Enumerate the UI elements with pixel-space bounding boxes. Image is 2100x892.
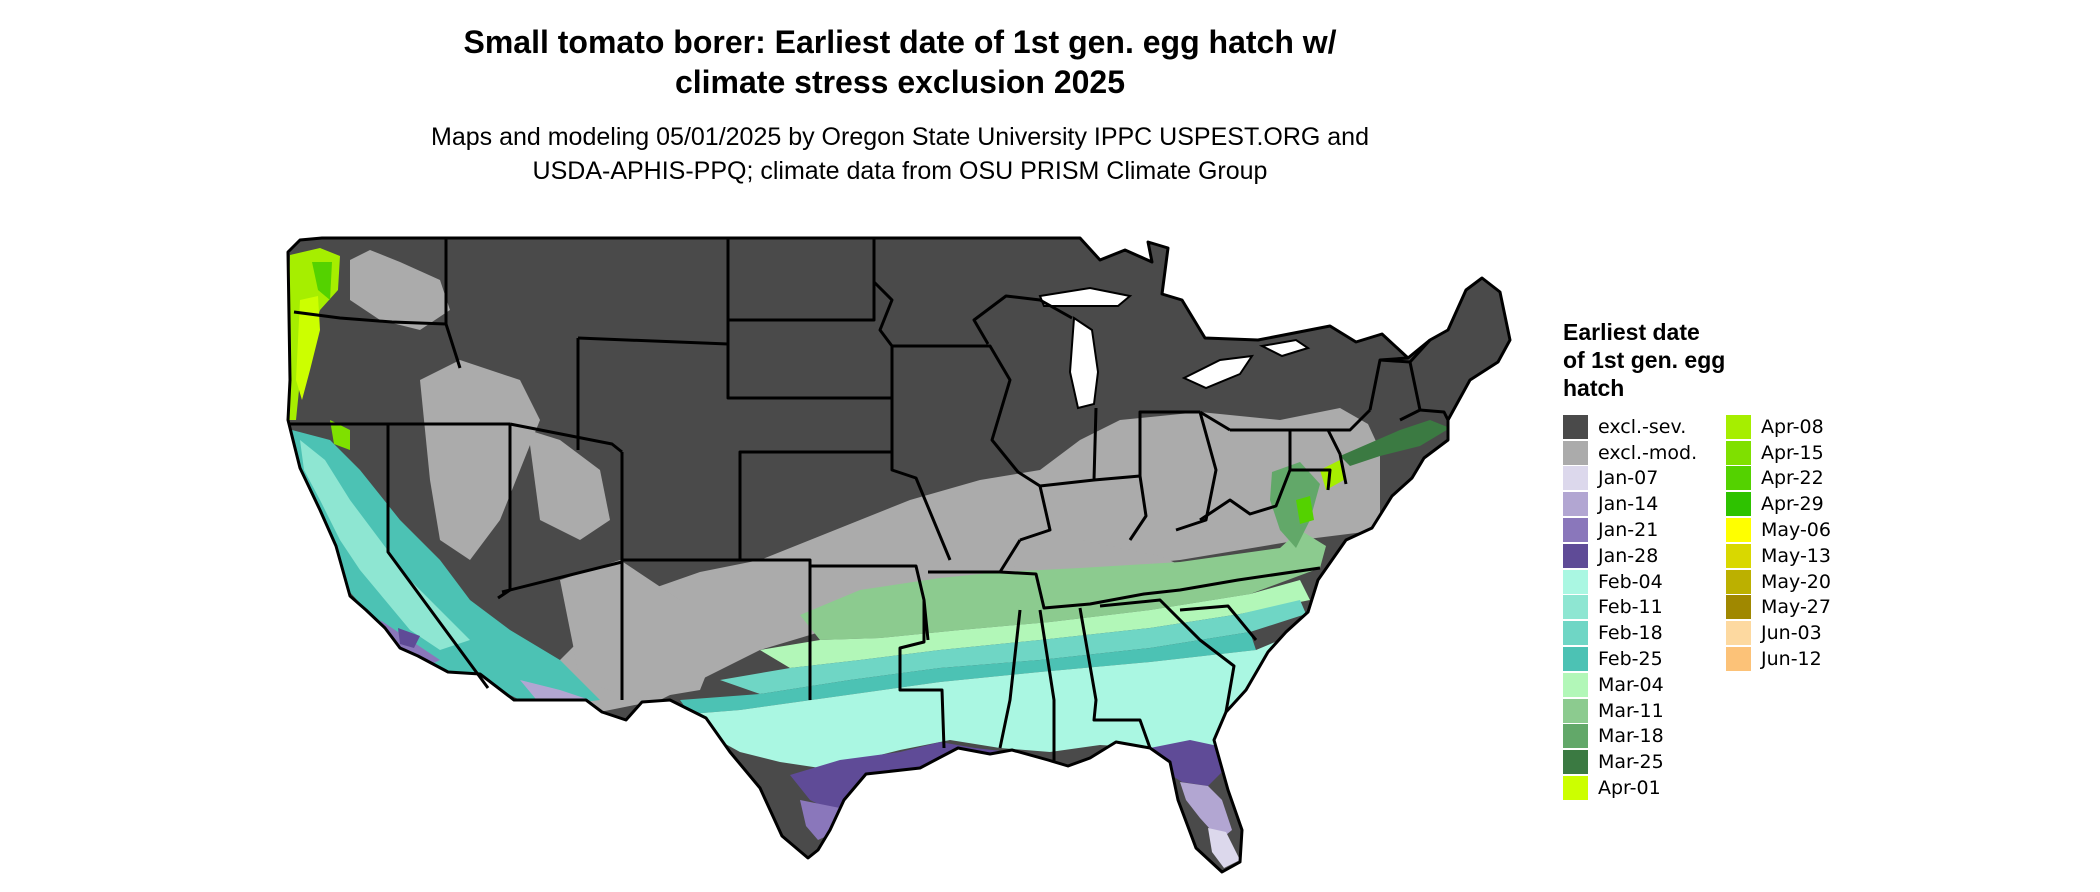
legend-swatch bbox=[1726, 621, 1751, 646]
legend-swatch bbox=[1726, 569, 1751, 594]
legend-label: Jan-14 bbox=[1598, 493, 1659, 516]
legend-item: Apr-29 bbox=[1726, 491, 1831, 517]
state-boundaries bbox=[286, 236, 1512, 874]
legend-label: Apr-01 bbox=[1598, 777, 1661, 800]
legend-item: Apr-08 bbox=[1726, 414, 1831, 440]
legend-swatch bbox=[1726, 466, 1751, 491]
legend-label: Jan-28 bbox=[1598, 544, 1659, 567]
legend-label: Feb-25 bbox=[1598, 648, 1663, 671]
legend-swatch bbox=[1726, 492, 1751, 517]
map-title-line-2: climate stress exclusion 2025 bbox=[674, 64, 1126, 100]
legend-label: Feb-04 bbox=[1598, 570, 1663, 593]
legend-label: excl.-mod. bbox=[1598, 441, 1698, 464]
legend: Earliest date of 1st gen. egg hatch excl… bbox=[1563, 318, 1831, 801]
legend-swatch bbox=[1563, 672, 1588, 697]
legend-column-2: Apr-08 Apr-15 Apr-22 Apr-29 May-06 May-13 May-… bbox=[1726, 414, 1831, 672]
legend-item: excl.-mod. bbox=[1563, 440, 1697, 466]
legend-label: Jun-03 bbox=[1761, 622, 1822, 645]
legend-title-line-2: of 1st gen. egg bbox=[1563, 347, 1726, 373]
legend-swatch bbox=[1563, 750, 1588, 775]
legend-item: May-06 bbox=[1726, 517, 1831, 543]
legend-item: Jan-14 bbox=[1563, 491, 1697, 517]
legend-item: Feb-04 bbox=[1563, 569, 1697, 595]
legend-item: Mar-11 bbox=[1563, 698, 1697, 724]
legend-item: May-27 bbox=[1726, 595, 1831, 621]
legend-label: excl.-sev. bbox=[1598, 415, 1687, 438]
legend-label: May-06 bbox=[1761, 519, 1831, 542]
legend-swatch bbox=[1726, 440, 1751, 465]
legend-swatch bbox=[1563, 621, 1588, 646]
map-subtitle-line-1: Maps and modeling 05/01/2025 by Oregon S… bbox=[431, 123, 1369, 151]
legend-swatch bbox=[1563, 440, 1588, 465]
legend-item: Mar-25 bbox=[1563, 749, 1697, 775]
legend-label: May-20 bbox=[1761, 570, 1831, 593]
legend-swatch bbox=[1563, 492, 1588, 517]
legend-swatch bbox=[1563, 414, 1588, 439]
legend-swatch bbox=[1563, 595, 1588, 620]
legend-item: Apr-15 bbox=[1726, 440, 1831, 466]
legend-swatch bbox=[1726, 543, 1751, 568]
great-lakes bbox=[1038, 286, 1311, 410]
legend-title-line-3: hatch bbox=[1563, 375, 1625, 401]
legend-swatch bbox=[1563, 518, 1588, 543]
legend-label: May-27 bbox=[1761, 596, 1831, 619]
legend-label: Apr-22 bbox=[1761, 467, 1824, 490]
legend-item: Apr-01 bbox=[1563, 775, 1697, 801]
legend-label: May-13 bbox=[1761, 544, 1831, 567]
legend-label: Feb-18 bbox=[1598, 622, 1663, 645]
legend-item: Apr-22 bbox=[1726, 466, 1831, 492]
legend-swatch bbox=[1726, 647, 1751, 672]
map-subtitle: Maps and modeling 05/01/2025 by Oregon S… bbox=[0, 120, 1800, 188]
legend-item: May-13 bbox=[1726, 543, 1831, 569]
legend-swatch bbox=[1563, 466, 1588, 491]
legend-title-line-1: Earliest date bbox=[1563, 319, 1700, 345]
map-title: Small tomato borer: Earliest date of 1st… bbox=[0, 22, 1800, 102]
legend-swatch bbox=[1726, 414, 1751, 439]
legend-item: May-20 bbox=[1726, 569, 1831, 595]
legend-swatch bbox=[1563, 569, 1588, 594]
legend-swatch bbox=[1563, 647, 1588, 672]
legend-label: Mar-18 bbox=[1598, 725, 1664, 748]
legend-label: Mar-11 bbox=[1598, 699, 1664, 722]
map-zones bbox=[288, 238, 1510, 872]
legend-item: excl.-sev. bbox=[1563, 414, 1697, 440]
legend-swatch bbox=[1726, 518, 1751, 543]
legend-label: Apr-29 bbox=[1761, 493, 1824, 516]
legend-swatch bbox=[1563, 543, 1588, 568]
legend-label: Mar-04 bbox=[1598, 673, 1664, 696]
legend-swatch bbox=[1563, 724, 1588, 749]
legend-label: Mar-25 bbox=[1598, 751, 1664, 774]
legend-label: Feb-11 bbox=[1598, 596, 1663, 619]
legend-swatch bbox=[1563, 698, 1588, 723]
map-subtitle-line-2: USDA-APHIS-PPQ; climate data from OSU PR… bbox=[532, 157, 1268, 185]
title-block: Small tomato borer: Earliest date of 1st… bbox=[0, 22, 1800, 188]
legend-label: Apr-15 bbox=[1761, 441, 1824, 464]
legend-item: Jan-07 bbox=[1563, 466, 1697, 492]
legend-item: Jan-21 bbox=[1563, 517, 1697, 543]
legend-item: Jun-03 bbox=[1726, 620, 1831, 646]
map-title-line-1: Small tomato borer: Earliest date of 1st… bbox=[463, 24, 1337, 60]
legend-label: Jan-21 bbox=[1598, 519, 1659, 542]
legend-item: Feb-25 bbox=[1563, 646, 1697, 672]
legend-column-1: excl.-sev. excl.-mod. Jan-07 Jan-14 Jan-21 Ja… bbox=[1563, 414, 1697, 801]
legend-label: Jun-12 bbox=[1761, 648, 1822, 671]
legend-item: Jan-28 bbox=[1563, 543, 1697, 569]
legend-item: Mar-04 bbox=[1563, 672, 1697, 698]
legend-item: Jun-12 bbox=[1726, 646, 1831, 672]
legend-item: Feb-11 bbox=[1563, 595, 1697, 621]
legend-swatch bbox=[1726, 595, 1751, 620]
legend-item: Feb-18 bbox=[1563, 620, 1697, 646]
legend-title: Earliest date of 1st gen. egg hatch bbox=[1563, 318, 1773, 402]
legend-item: Mar-18 bbox=[1563, 724, 1697, 750]
legend-label: Apr-08 bbox=[1761, 415, 1824, 438]
legend-label: Jan-07 bbox=[1598, 467, 1659, 490]
legend-swatch bbox=[1563, 776, 1588, 801]
